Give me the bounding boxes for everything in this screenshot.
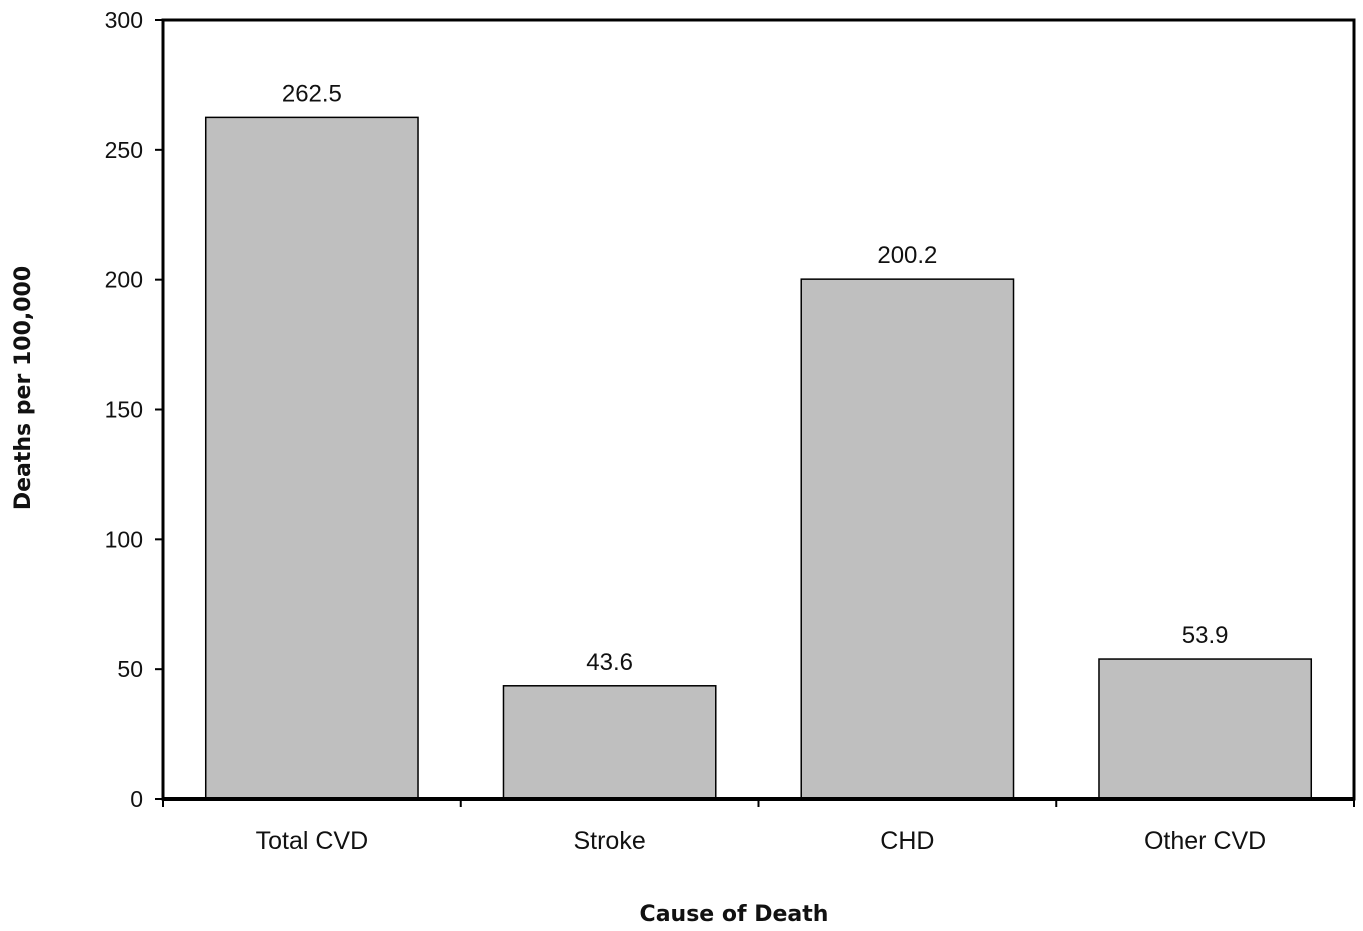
bars-group xyxy=(204,116,1313,800)
x-tick-label: Stroke xyxy=(573,827,645,855)
y-tick-label: 50 xyxy=(117,656,143,682)
y-tick-label: 150 xyxy=(105,397,143,423)
y-axis-title: Deaths per 100,000 xyxy=(11,266,36,510)
y-tick-label: 100 xyxy=(105,526,143,552)
y-tick-label: 200 xyxy=(105,267,143,293)
y-axis: 0 50 100 150 200 250 300 xyxy=(105,7,163,812)
x-axis-title: Cause of Death xyxy=(640,902,829,927)
x-tick-label: Other CVD xyxy=(1144,827,1266,855)
bar-total-cvd xyxy=(204,116,419,800)
data-label: 53.9 xyxy=(1182,622,1229,649)
x-axis: Total CVD Stroke CHD Other CVD xyxy=(162,797,1355,855)
bar-chd xyxy=(800,278,1015,800)
data-label: 43.6 xyxy=(586,649,633,676)
bar-other-cvd xyxy=(1098,658,1313,800)
y-tick-label: 0 xyxy=(130,786,143,812)
bar-stroke xyxy=(502,685,717,800)
x-tick-label: Total CVD xyxy=(256,827,369,855)
x-tick-label: CHD xyxy=(880,827,934,855)
y-tick-label: 250 xyxy=(105,137,143,163)
data-label: 200.2 xyxy=(877,242,937,269)
data-labels-group: 262.5 43.6 200.2 53.9 xyxy=(282,80,1229,675)
data-label: 262.5 xyxy=(282,80,342,107)
y-tick-label: 300 xyxy=(105,7,143,33)
